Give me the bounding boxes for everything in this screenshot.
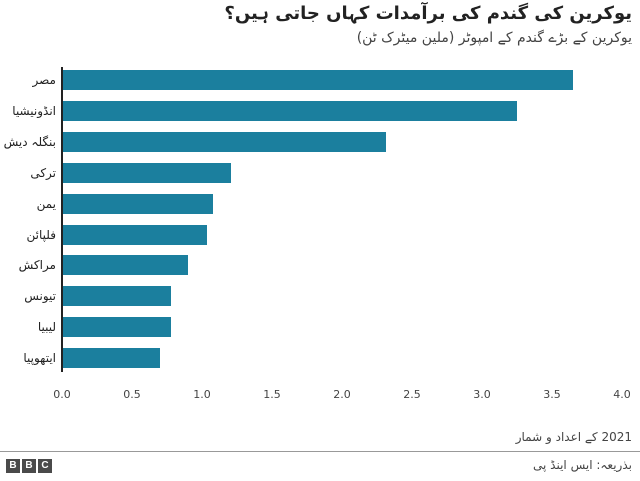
y-axis-line: [61, 67, 63, 372]
x-tick-label: 1.5: [263, 388, 281, 401]
chart-subtitle: یوکرین کے بڑے گندم کے امپوٹر (ملین میٹرک…: [356, 30, 632, 46]
x-tick-label: 1.0: [193, 388, 211, 401]
x-tick-label: 3.5: [543, 388, 561, 401]
bar: [63, 286, 171, 307]
x-tick-label: 0.0: [53, 388, 71, 401]
bar: [63, 317, 171, 338]
category-label: ایتھوپیا: [23, 351, 56, 366]
category-label: یمن: [36, 196, 56, 211]
x-tick-label: 4.0: [613, 388, 631, 401]
bbc-logo-letter: B: [22, 459, 36, 473]
bar: [63, 70, 573, 90]
x-tick-label: 3.0: [473, 388, 491, 401]
data-year-note: 2021 کے اعداد و شمار: [515, 430, 632, 444]
bar: [63, 224, 208, 245]
bbc-logo: B B C: [6, 459, 52, 473]
footer-divider: [0, 451, 640, 452]
source-credit: بذریعہ: ایس اینڈ پی: [533, 458, 632, 472]
chart-title: یوکرین کی گندم کی برآمدات کہاں جاتی ہیں؟: [224, 3, 632, 24]
bar-chart: مصر انڈونیشیا بنگلہ دیش ترکی یمن فلپائن مراکش ت…: [3, 67, 631, 401]
category-label: بنگلہ دیش: [3, 134, 56, 149]
category-label: تیونس: [24, 289, 56, 304]
bar: [63, 131, 387, 152]
category-label: لیبیا: [37, 320, 56, 335]
category-label: انڈونیشیا: [12, 103, 56, 118]
category-label: مراکش: [18, 258, 56, 273]
bbc-logo-letter: C: [38, 459, 52, 473]
bar: [63, 193, 213, 214]
bar: [63, 100, 517, 121]
category-label: فلپائن: [26, 227, 56, 242]
bbc-logo-letter: B: [6, 459, 20, 473]
bar: [63, 162, 231, 183]
bar: [63, 348, 160, 369]
category-label: ترکی: [30, 165, 56, 180]
x-tick-label: 2.0: [333, 388, 351, 401]
bar: [63, 255, 188, 276]
x-tick-label: 0.5: [123, 388, 141, 401]
category-label: مصر: [32, 73, 56, 87]
x-tick-label: 2.5: [403, 388, 421, 401]
